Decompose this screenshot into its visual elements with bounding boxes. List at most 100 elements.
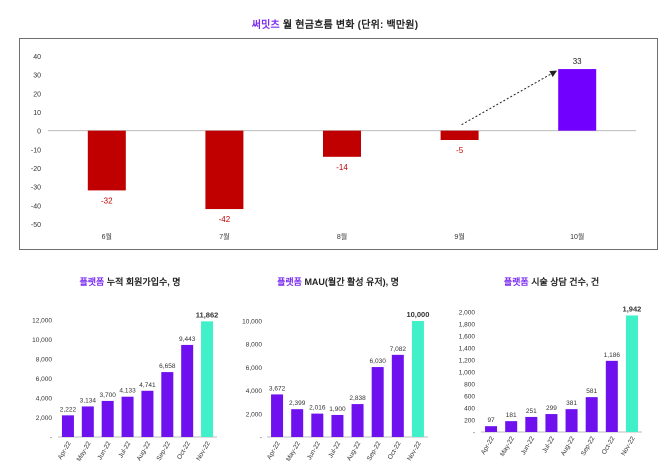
consult-value-label: 251 [526,408,537,415]
signup-y-tick-label: 12,000 [32,318,52,325]
mau-bar [371,367,384,437]
mau-x-tick-label: Aug-22 [346,440,363,462]
consult-y-tick-label: 1,400 [459,346,476,353]
y-tick-label: 30 [33,73,41,80]
mau-bar [311,413,324,437]
signup-x-tick-label: Jul-22 [117,440,132,459]
y-tick-label: 40 [33,54,41,61]
consult-y-tick-label: 800 [464,382,475,389]
page-title: 써밋츠 월 현금흐름 변화 (단위: 백만원) [0,16,670,31]
y-tick-label: -50 [31,222,41,229]
signup-x-tick-label: Nov-22 [195,440,212,462]
consult-value-label: 581 [586,388,597,395]
signup-bar [61,415,74,437]
mau-chart-title: 플랫폼 MAU(월간 활성 유저), 명 [248,275,428,288]
signup-y-tick-label: 6,000 [36,376,53,383]
consult-bar [525,416,538,432]
mau-chart-title-brand: 플랫폼 [277,277,302,287]
mau-x-tick-label: Jul-22 [327,440,342,459]
consult-y-tick-label: 2,000 [459,310,476,317]
consult-value-label: 97 [487,417,495,424]
mau-value-label: 6,030 [370,358,387,365]
mau-y-tick-label: 6,000 [246,365,263,372]
consult-y-tick-label: 1,800 [459,322,476,329]
consult-bar [565,409,578,432]
month-label: 10월 [570,232,584,241]
cashflow-bar [558,69,597,131]
mau-x-tick-label: Nov-22 [406,440,423,462]
signup-value-label: 9,443 [179,336,196,343]
consult-value-label: 299 [546,405,557,412]
signup-x-tick-label: Apr-22 [57,440,73,461]
month-label: 7월 [219,232,229,241]
consult-bar [625,315,638,432]
consult-y-tick-label: - [473,430,475,437]
consult-chart-title-brand: 플랫폼 [503,277,529,287]
mau-x-tick-label: Oct-22 [387,440,403,461]
mau-value-label: 2,838 [349,395,366,402]
signup-bar [141,390,154,437]
trend-arrow [461,70,558,126]
page-title-rest: 월 현금흐름 변화 (단위: 백만원) [279,20,419,31]
consult-bar [485,426,498,432]
mau-bar [351,404,364,437]
consult-y-tick-label: 1,000 [459,370,476,377]
y-tick-label: -10 [31,147,41,154]
cashflow-bar [205,130,244,210]
signup-chart-title-brand: 플랫폼 [79,277,105,287]
mau-value-label: 3,672 [269,385,286,392]
consult-x-tick-label: Jun-22 [520,435,536,456]
mau-bar [271,394,284,437]
signup-value-label: 11,862 [196,310,219,319]
signup-y-tick-label: 2,000 [36,415,53,422]
consult-bar [585,397,598,432]
consult-x-tick-label: Oct-22 [601,435,617,456]
signup-chart-title-rest: 누적 회원가입수, 명 [104,277,181,287]
signup-x-tick-label: Oct-22 [176,440,192,461]
signup-x-tick-label: Aug-22 [136,440,153,462]
signup-value-label: 4,741 [139,382,156,389]
consult-bar [505,421,518,432]
signup-y-tick-label: - [50,435,52,442]
consult-x-tick-label: Jul-22 [541,435,556,454]
cashflow-bar [87,130,126,191]
mau-bar [331,414,344,437]
y-tick-label: 20 [33,91,41,98]
signup-value-label: 3,700 [100,392,117,399]
consult-x-tick-label: Apr-22 [480,435,496,456]
mau-x-tick-label: May-22 [285,440,302,463]
mau-y-tick-label: 4,000 [246,388,263,395]
signup-chart-title: 플랫폼 누적 회원가입수, 명 [40,275,220,288]
mau-value-label: 1,900 [329,406,346,413]
y-tick-label: -20 [31,166,41,173]
signup-x-tick-label: May-22 [76,440,93,463]
consult-x-tick-label: Aug-22 [560,435,577,457]
mau-value-label: 7,082 [390,346,407,353]
signup-bar [101,400,114,437]
y-tick-label: 10 [33,110,41,117]
mau-y-tick-label: - [260,435,262,442]
mau-value-label: 2,016 [309,405,326,412]
signup-value-label: 4,133 [119,388,136,395]
cashflow-bar [323,130,361,157]
consult-bar [605,360,618,432]
signup-bar [201,321,214,437]
y-tick-label: 0 [37,129,41,136]
mau-value-label: 10,000 [406,310,429,319]
consult-x-tick-label: Nov-22 [620,435,637,457]
signup-value-label: 2,222 [60,406,77,413]
y-tick-label: -30 [31,185,41,192]
y-tick-label: -40 [31,203,41,210]
signup-x-tick-label: Jun-22 [96,440,112,461]
signup-bar [161,372,174,437]
mau-y-tick-label: 10,000 [242,319,262,326]
mau-x-tick-label: Apr-22 [266,440,282,461]
consult-y-tick-label: 400 [464,406,475,413]
consult-y-tick-label: 1,200 [459,358,476,365]
consult-value-label: 1,186 [604,352,621,359]
consult-y-tick-label: 200 [464,418,475,425]
cashflow-bar [440,130,479,140]
mau-value-label: 2,399 [289,400,306,407]
page-title-brand: 써밋츠 [251,20,280,31]
consult-x-tick-label: May-22 [499,435,516,458]
